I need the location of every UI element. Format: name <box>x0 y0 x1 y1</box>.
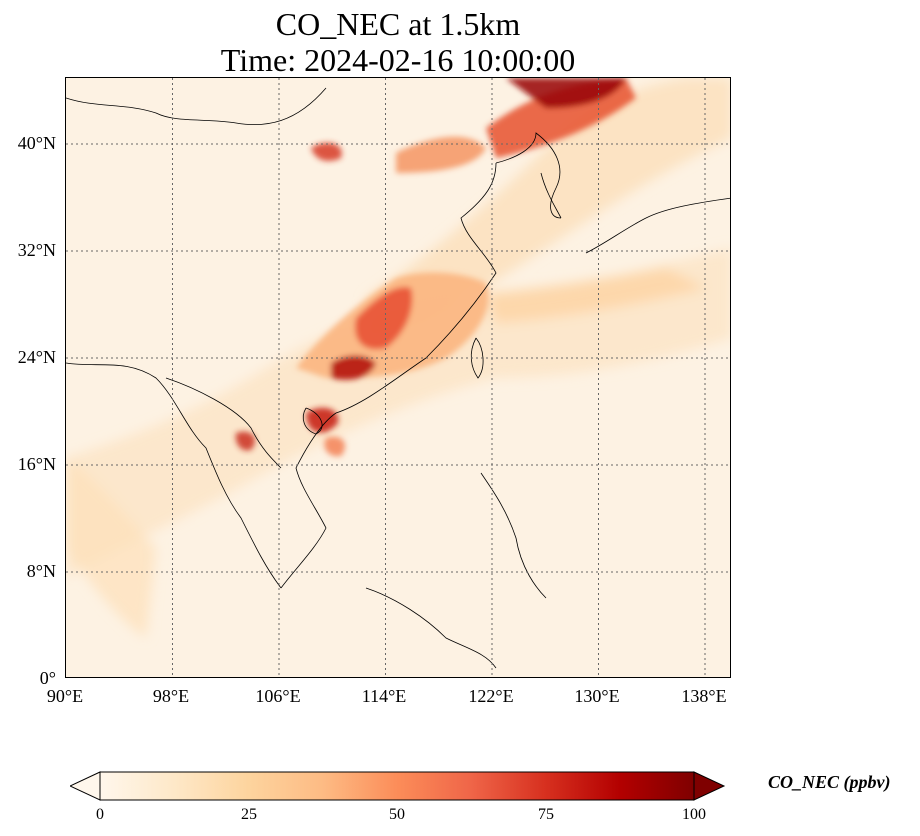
map-panel <box>65 77 731 678</box>
colorbar <box>70 771 726 801</box>
lat-label-32n: 32°N <box>17 240 56 260</box>
lat-label-16n: 16°N <box>17 454 56 474</box>
lat-label-8n: 8°N <box>26 561 56 581</box>
title-line-2: Time: 2024-02-16 10:00:00 <box>220 42 576 78</box>
coastlines <box>66 87 730 669</box>
colorbar-tick-0: 0 <box>96 806 104 823</box>
colorbar-gradient <box>99 771 695 801</box>
lon-label-114e: 114°E <box>361 686 407 706</box>
lat-label-40n: 40°N <box>17 133 56 153</box>
title-line-1: CO_NEC at 1.5km <box>275 6 521 42</box>
colorbar-max-extend <box>693 771 726 801</box>
colorbar-label: CO_NEC (ppbv) <box>768 772 891 792</box>
map-title: CO_NEC at 1.5km Time: 2024-02-16 10:00:0… <box>65 6 731 78</box>
gridlines <box>66 78 730 677</box>
lon-label-130e: 130°E <box>574 686 620 706</box>
lon-label-90e: 90°E <box>46 686 84 706</box>
lon-label-122e: 122°E <box>468 686 514 706</box>
colorbar-min-extend <box>70 771 101 801</box>
lon-label-106e: 106°E <box>255 686 301 706</box>
plume-core <box>235 78 636 457</box>
lat-label-24n: 24°N <box>17 347 56 367</box>
colorbar-tick-25: 25 <box>241 806 257 823</box>
lat-label-0: 0° <box>39 668 56 688</box>
plume-diffuse <box>66 78 730 638</box>
colorbar-tick-50: 50 <box>389 806 405 823</box>
concentration-map <box>66 78 730 677</box>
lon-label-138e: 138°E <box>681 686 727 706</box>
colorbar-tick-100: 100 <box>682 806 706 823</box>
lon-label-98e: 98°E <box>152 686 190 706</box>
colorbar-tick-75: 75 <box>538 806 554 823</box>
